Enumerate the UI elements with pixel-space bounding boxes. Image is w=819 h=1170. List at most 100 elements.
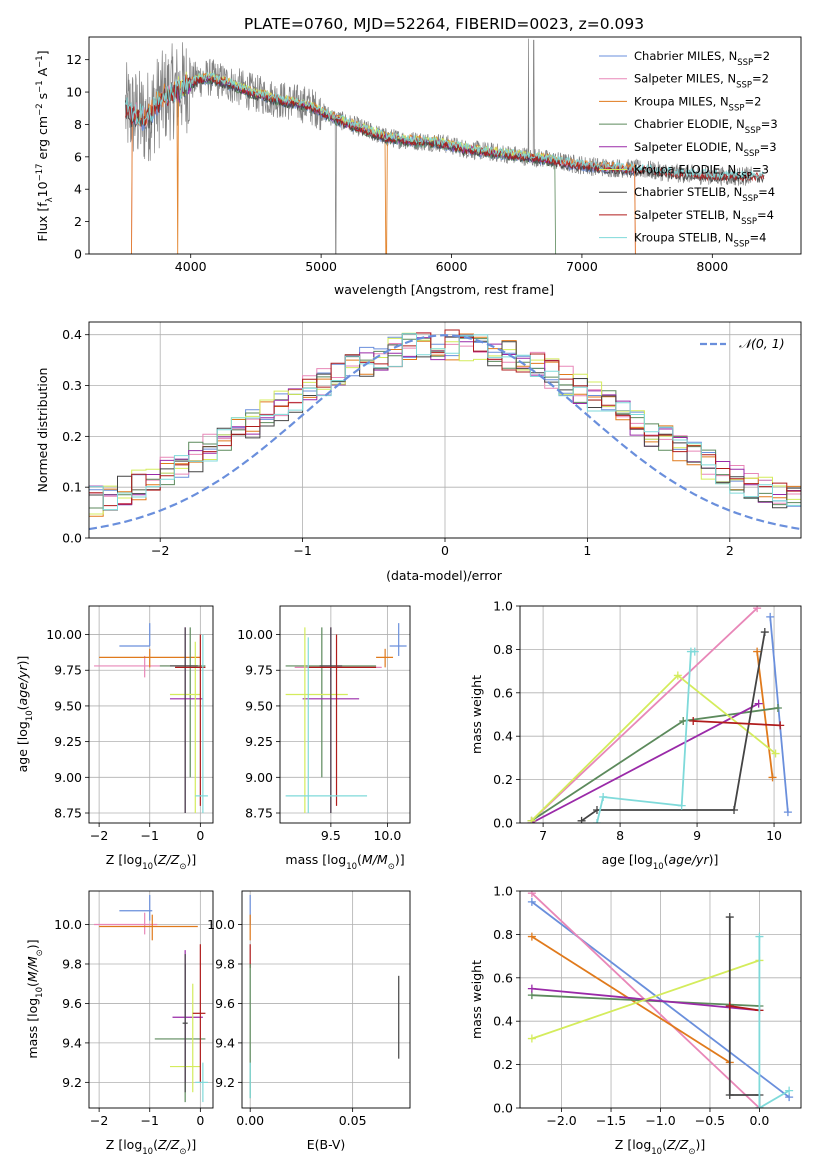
legend-entry: Chabrier ELODIE, NSSP=3: [634, 117, 778, 136]
weight-line: [531, 702, 760, 823]
x-tick-label: 0.05: [339, 1113, 367, 1128]
weight-marker: [527, 984, 536, 993]
y-axis-label: Flux [fλ10−17 erg cm−2 s−1 A−1]: [35, 50, 55, 241]
legend-entry: Kroupa STELIB, NSSP=4: [634, 231, 766, 250]
weight-line: [531, 959, 760, 1040]
weight-marker: [689, 717, 698, 726]
weight-marker: [673, 671, 682, 680]
y-tick-label: 9.2: [215, 1075, 235, 1090]
legend: Chabrier MILES, NSSP=2 Salpeter MILES, NS…: [599, 49, 778, 250]
plot-area: [285, 623, 407, 814]
weight-line: [756, 651, 774, 778]
y-tick-label: 0.6: [493, 685, 513, 700]
x-tick-label: 6000: [436, 259, 468, 274]
x-tick-label: 1: [583, 543, 591, 558]
plot-area: [527, 606, 792, 823]
weight-marker: [527, 1034, 536, 1043]
y-tick-label: 10.00: [237, 627, 273, 642]
y-tick-label: 10: [66, 85, 82, 100]
weight-marker: [766, 612, 775, 621]
weight-marker: [783, 808, 792, 817]
legend-entry: Chabrier MILES, NSSP=2: [634, 49, 770, 68]
normal-curve-line: [89, 334, 801, 531]
x-tick-label: 9.5: [321, 828, 341, 843]
x-axis-label: wavelength [Angstrom, rest frame]: [334, 282, 554, 297]
model-spectrum-line: [125, 71, 765, 179]
x-tick-label: −2: [90, 828, 108, 843]
weight-marker: [527, 891, 536, 898]
x-tick-label: −1: [141, 828, 159, 843]
x-tick-label: 4000: [175, 259, 207, 274]
weight-marker: [771, 749, 780, 758]
y-tick-label: 0.6: [493, 970, 513, 985]
y-axis-label: age [log10(age/yr)]: [15, 656, 35, 773]
y-tick-label: 0.2: [493, 772, 513, 787]
chart-residuals: −2 −1 0 1 2 0.0 0.1 0.2 0.3 0.4 (data-model)/error…: [35, 321, 802, 583]
y-tick-label: 9.50: [245, 698, 273, 713]
axes-frame: [279, 605, 411, 824]
y-tick-label: 10.0: [54, 917, 82, 932]
plot-area: [125, 38, 765, 254]
y-tick-label: 0.1: [62, 480, 82, 495]
y-tick-label: 2: [74, 214, 82, 229]
x-tick-label: −2: [90, 1113, 108, 1128]
y-tick-label: 0.0: [493, 816, 513, 831]
weight-marker: [776, 721, 785, 730]
x-tick-label: −1: [141, 1113, 159, 1128]
x-axis-label: Z [log10(Z/Z⊙)]: [106, 852, 196, 872]
chart-title: PLATE=0760, MJD=52264, FIBERID=0023, z=0…: [244, 15, 644, 33]
x-tick-label: −2: [151, 543, 169, 558]
y-tick-label: 9.50: [54, 698, 82, 713]
y-tick-label: 10.0: [207, 917, 235, 932]
x-tick-label: 0: [196, 1113, 204, 1128]
weight-marker: [730, 805, 739, 814]
chart-age_vs_mass: 9.5 10.0 8.75 9.00 9.25 9.50 9.75 10.00 mass [lo…: [237, 605, 411, 872]
chart-mass_vs_ebv: 0.00 0.05 9.2 9.4 9.6 9.8 10.0 E(B-V): [207, 890, 411, 1152]
x-tick-label: 8: [616, 828, 624, 843]
axes-frame: [519, 605, 802, 824]
y-tick-label: 4: [74, 182, 82, 197]
axes-frame: [88, 605, 214, 824]
x-axis-label: (data-model)/error: [386, 568, 503, 583]
x-axis-label: E(B-V): [307, 1137, 346, 1152]
weight-marker: [527, 932, 536, 941]
y-tick-label: 9.4: [62, 1035, 82, 1050]
x-tick-label: 10.0: [373, 828, 401, 843]
chart-spectrum: 4000 5000 6000 7000 8000 0 2 4 6 8 10 12 wavelength …: [35, 36, 802, 297]
y-tick-label: 10.00: [46, 627, 82, 642]
chart-mass_vs_Z: −2 −1 0 9.2 9.4 9.6 9.8 10.0 Z [log10(Z/Z⊙)] mass…: [25, 890, 214, 1157]
weight-marker: [725, 1002, 734, 1011]
weight-marker: [725, 1090, 734, 1099]
plot-area: [94, 894, 208, 1103]
weight-marker: [577, 816, 586, 823]
y-tick-label: 0.2: [493, 1057, 513, 1072]
y-tick-label: 9.75: [245, 663, 273, 678]
weight-line: [693, 720, 781, 727]
weight-line: [530, 674, 777, 822]
model-spectrum-line: [177, 77, 557, 254]
legend-entry: Kroupa ELODIE, NSSP=3: [634, 163, 769, 182]
y-tick-label: 9.00: [245, 770, 273, 785]
y-axis-label: mass [log10(M/M⊙)]: [25, 939, 45, 1058]
weight-marker: [725, 913, 734, 922]
weight-line: [581, 631, 766, 822]
y-tick-label: 9.8: [215, 956, 235, 971]
x-tick-label: −0.5: [695, 1113, 725, 1128]
weight-marker: [785, 1086, 794, 1095]
weight-line: [728, 917, 761, 1108]
weight-marker: [754, 699, 763, 708]
plot-area: [94, 623, 208, 814]
y-tick-label: 0: [74, 247, 82, 262]
axes-frame: [241, 890, 411, 1109]
x-tick-label: 7000: [566, 259, 598, 274]
y-tick-label: 0.0: [62, 531, 82, 546]
weight-line: [531, 994, 760, 1007]
weight-marker: [592, 819, 601, 823]
legend-entry: Salpeter ELODIE, NSSP=3: [634, 140, 777, 159]
y-tick-label: 9.4: [215, 1035, 235, 1050]
y-tick-label: 9.00: [54, 770, 82, 785]
x-tick-label: −1.5: [596, 1113, 626, 1128]
legend-entry: Salpeter MILES, NSSP=2: [634, 72, 769, 91]
y-tick-label: 0.0: [493, 1101, 513, 1116]
